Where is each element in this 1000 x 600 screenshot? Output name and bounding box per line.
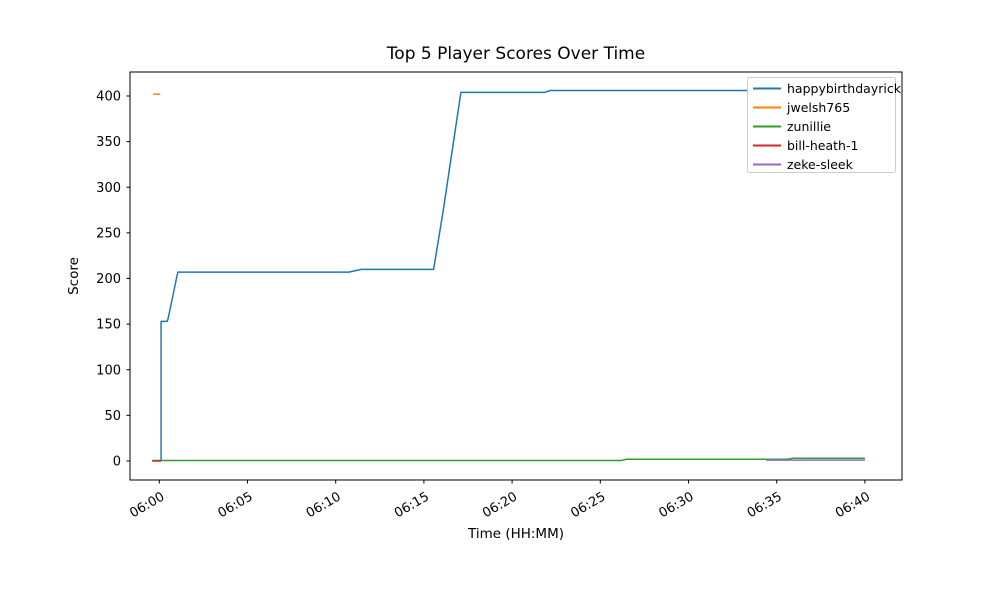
series-lines xyxy=(152,89,865,462)
legend-label-zunillie: zunillie xyxy=(787,119,831,134)
legend-label-jwelsh765: jwelsh765 xyxy=(786,100,850,115)
x-tick-label: 06:10 xyxy=(304,489,344,521)
x-tick-label: 06:20 xyxy=(480,489,520,521)
y-tick-label: 50 xyxy=(104,409,121,424)
legend: happybirthdayrick jwelsh765 zunillie bill-h… xyxy=(747,77,902,173)
plot-area xyxy=(129,71,903,481)
legend-label-bill-heath-1: bill-heath-1 xyxy=(787,138,858,153)
x-tick-label: 06:00 xyxy=(127,489,167,521)
series-line-happybirthdayrick xyxy=(160,89,865,461)
y-tick-label: 0 xyxy=(113,455,121,470)
y-axis-label: Score xyxy=(66,257,82,295)
y-tick-label: 400 xyxy=(96,90,121,105)
x-tick-label: 06:05 xyxy=(216,489,256,521)
y-tick-label: 150 xyxy=(96,318,121,333)
legend-box xyxy=(747,77,896,173)
chart-title: Top 5 Player Scores Over Time xyxy=(386,44,645,64)
x-tick-label: 06:35 xyxy=(745,489,785,521)
y-tick-label: 200 xyxy=(96,272,121,287)
legend-label-happybirthdayrick: happybirthdayrick xyxy=(787,81,902,96)
x-tick-label: 06:30 xyxy=(657,489,697,521)
x-tick-label: 06:40 xyxy=(833,489,873,521)
y-tick-label: 250 xyxy=(96,226,121,241)
series-line-zunillie xyxy=(152,457,865,462)
x-tick-label: 06:25 xyxy=(568,489,608,521)
legend-label-zeke-sleek: zeke-sleek xyxy=(787,157,854,172)
y-tick-label: 100 xyxy=(96,363,121,378)
y-tick-label: 300 xyxy=(96,181,121,196)
x-axis-ticks: 06:00 06:05 06:10 06:15 06:20 06:25 06:30 06:35… xyxy=(127,480,873,521)
y-axis-ticks: 0 50 100 150 200 250 300 350 400 xyxy=(96,90,130,470)
x-axis-label: Time (HH:MM) xyxy=(467,526,564,542)
y-tick-label: 350 xyxy=(96,135,121,150)
x-tick-label: 06:15 xyxy=(392,489,432,521)
